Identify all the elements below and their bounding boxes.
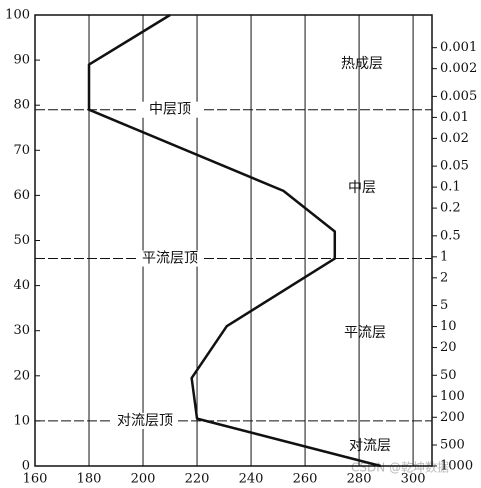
y2-tick-label: 0.005 <box>440 89 477 104</box>
y2-tick-label: 0.2 <box>440 201 461 216</box>
y-tick-label: 40 <box>13 278 30 293</box>
x-tick-label: 180 <box>77 472 102 487</box>
x-tick-label: 220 <box>185 472 210 487</box>
y2-tick-label: 20 <box>440 340 457 355</box>
y-tick-label: 70 <box>13 143 30 158</box>
y2-tick-label: 0.5 <box>440 228 461 243</box>
y2-tick-label: 2 <box>440 270 448 285</box>
y2-tick-label: 0.1 <box>440 180 461 195</box>
watermark: CSDN @乾坤数据 <box>351 460 449 475</box>
y-tick-label: 60 <box>13 188 30 203</box>
y2-tick-label: 10 <box>440 319 457 334</box>
plot-frame <box>34 14 433 467</box>
layer-label: 平流层顶 <box>142 251 198 267</box>
region-label: 热成层 <box>341 56 383 72</box>
layer-label-bg <box>113 412 177 429</box>
x-tick-label: 280 <box>347 472 372 487</box>
x-tick-label: 240 <box>239 472 264 487</box>
layer-label-bg <box>138 101 202 118</box>
x-tick-label: 160 <box>23 472 48 487</box>
y2-tick-label: 0.001 <box>440 40 477 55</box>
y2-tick-label: 0.002 <box>440 61 477 76</box>
x-tick-label: 260 <box>293 472 318 487</box>
y-tick-label: 10 <box>13 413 30 428</box>
y-tick-label: 0 <box>22 459 30 474</box>
x-tick-label: 200 <box>131 472 156 487</box>
temperature-line <box>87 13 381 468</box>
region-label: 中层 <box>348 180 376 196</box>
y-tick-label: 50 <box>13 233 30 248</box>
y2-tick-label: 100 <box>440 389 465 404</box>
y2-tick-label: 5 <box>440 298 448 313</box>
y2-tick-label: 50 <box>440 368 457 383</box>
layer-label-bg <box>138 250 202 267</box>
layer-label: 中层顶 <box>149 102 191 118</box>
y2-tick-label: 1 <box>440 249 448 264</box>
y2-tick-label: 0.05 <box>440 159 469 174</box>
y2-tick-label: 500 <box>440 438 465 453</box>
y-tick-label: 90 <box>13 53 30 68</box>
x-tick-label: 300 <box>401 472 426 487</box>
y2-tick-label: 1000 <box>440 459 473 474</box>
y-tick-label: 30 <box>13 323 30 338</box>
region-label: 对流层 <box>349 438 391 454</box>
y-tick-label: 20 <box>13 368 30 383</box>
y2-tick-label: 0.02 <box>440 131 469 146</box>
y-tick-label: 100 <box>5 8 30 23</box>
region-label: 平流层 <box>344 325 386 341</box>
y-tick-label: 80 <box>13 98 30 113</box>
y2-tick-label: 0.01 <box>440 110 469 125</box>
layer-label: 对流层顶 <box>117 413 173 429</box>
y2-tick-label: 200 <box>440 410 465 425</box>
